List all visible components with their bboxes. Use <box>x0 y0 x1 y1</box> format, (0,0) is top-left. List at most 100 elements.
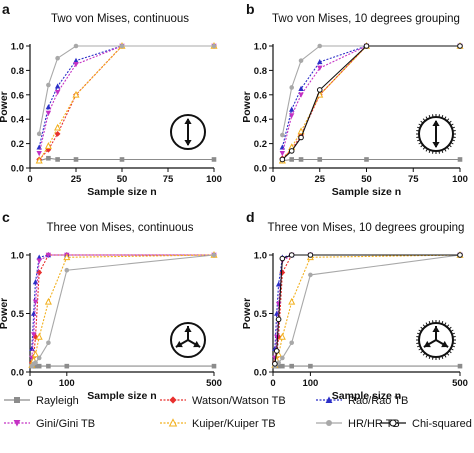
icon-tick <box>416 130 420 132</box>
legend-swatch-marker <box>13 420 21 427</box>
data-point <box>308 272 313 278</box>
data-point <box>457 252 463 258</box>
data-point <box>457 157 463 162</box>
legend-label: Kuiper/Kuiper TB <box>192 418 276 430</box>
icon-arrowhead <box>432 326 440 332</box>
data-point <box>35 332 43 340</box>
data-point <box>316 87 323 93</box>
y-tick-label: 0.0 <box>254 368 267 379</box>
legend: Rayleigh Watson/Watson TB Rao/Rao TB Gini/G… <box>4 395 472 430</box>
data-point <box>279 255 286 262</box>
panel-a: a Two von Mises, continuous 0.0 0.2 0.4 0.6 0.… <box>0 1 222 198</box>
data-point <box>288 148 295 154</box>
data-point <box>73 157 79 162</box>
data-point <box>64 267 70 273</box>
icon-tick <box>422 324 426 328</box>
data-point <box>275 316 282 323</box>
data-point <box>30 310 37 316</box>
y-tick-label: 1.0 <box>254 42 267 53</box>
legend-item-rao-rao-tb: Rao/Rao TB <box>316 395 408 407</box>
icon-tick <box>420 326 424 330</box>
data-point <box>73 57 79 63</box>
data-point <box>289 363 294 369</box>
series-hr-hr-tb <box>29 252 217 369</box>
panel-b: b Two von Mises, 10 degrees grouping 0.0 0.… <box>241 1 468 198</box>
data-point <box>54 123 62 131</box>
icon-tick <box>446 324 450 328</box>
data-point <box>211 43 217 49</box>
data-point <box>35 156 43 164</box>
data-point <box>119 157 125 162</box>
trimodal-icon <box>170 322 206 358</box>
icon-tick <box>420 144 424 148</box>
icon-tick <box>416 336 420 338</box>
legend-label: Rao/Rao TB <box>348 395 408 407</box>
icon-arrowhead <box>432 120 440 126</box>
legend-item-gini-gini-tb: Gini/Gini TB <box>4 418 95 430</box>
data-point <box>73 43 79 49</box>
data-point <box>279 156 286 163</box>
icon-tick <box>428 321 431 325</box>
data-point <box>55 157 60 162</box>
y-tick-label: 0.0 <box>11 368 24 379</box>
data-point <box>45 104 52 110</box>
data-point <box>45 252 52 258</box>
data-point <box>298 85 304 91</box>
icon-tick <box>416 342 420 344</box>
icon-tick <box>441 321 444 325</box>
icon-tick <box>416 136 420 138</box>
y-tick-label: 0.8 <box>11 66 24 77</box>
data-point <box>307 252 314 258</box>
icon-tick <box>418 142 422 145</box>
x-tick-label: 75 <box>163 174 174 185</box>
icon-tick <box>444 148 447 152</box>
data-point <box>289 113 295 119</box>
icon-tick <box>428 115 431 119</box>
icon-tick <box>448 144 452 148</box>
icon-tick <box>425 322 428 326</box>
data-point <box>211 363 217 369</box>
icon-tick <box>441 355 444 359</box>
legend-label: HR/HR TB <box>348 418 400 430</box>
data-point <box>317 58 323 65</box>
icon-tick <box>420 120 424 124</box>
icon-arrowhead <box>432 142 440 148</box>
bimodal-axial-grouped-icon <box>416 114 456 154</box>
legend-swatch-marker <box>325 396 333 403</box>
series-rayleigh <box>29 363 217 369</box>
x-tick-label: 100 <box>302 378 318 389</box>
bimodal-axial-icon <box>170 114 206 150</box>
y-tick-label: 1.0 <box>11 42 24 53</box>
x-tick-label: 25 <box>314 174 325 185</box>
icon-tick <box>450 142 454 145</box>
icon-tick <box>432 114 434 118</box>
data-point <box>211 157 217 162</box>
data-point <box>55 55 60 61</box>
y-tick-label: 1.0 <box>11 251 24 262</box>
icon-tick <box>432 150 434 154</box>
data-point <box>273 348 280 354</box>
x-tick-label: 100 <box>452 174 468 185</box>
series-rayleigh <box>272 363 463 369</box>
series-line <box>39 157 214 162</box>
data-point <box>46 82 51 88</box>
y-tick-label: 0.0 <box>11 164 24 175</box>
data-point <box>119 43 125 49</box>
icon-tick <box>451 345 455 348</box>
series-chi-squared <box>279 43 463 163</box>
data-point <box>317 65 323 71</box>
x-axis-label: Sample size n <box>332 186 401 198</box>
icon-tick <box>420 350 424 354</box>
data-point <box>36 355 42 361</box>
y-axis-label: Power <box>241 91 253 123</box>
x-tick-label: 0 <box>270 378 275 389</box>
series-line <box>282 158 460 162</box>
icon-tick <box>438 356 440 360</box>
y-tick-label: 1.0 <box>254 251 267 262</box>
x-axis-label: Sample size n <box>87 186 156 198</box>
panel-d: d Three von Mises, 10 degrees grouping 0.0… <box>241 209 468 402</box>
data-point <box>280 132 285 138</box>
y-tick-label: 0.4 <box>254 115 268 126</box>
icon-tick <box>425 116 428 120</box>
icon-tick <box>417 332 421 335</box>
